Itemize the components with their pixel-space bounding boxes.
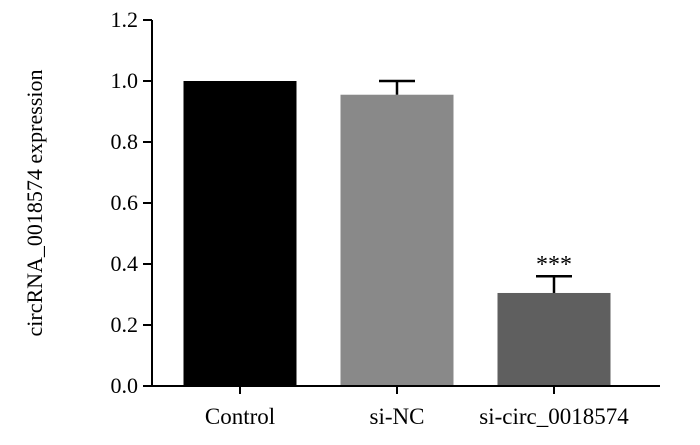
bar-si-circ-0018574 [497,292,611,386]
y-tick-label: 0.8 [111,129,139,154]
x-tick-label: Control [205,404,275,429]
x-tick-label: si-circ_0018574 [479,404,629,429]
y-tick-label: 1.0 [111,68,139,93]
y-axis: 0.0 0.2 0.4 0.6 0.8 1.0 1.2 [111,7,153,398]
bar-control [183,81,297,386]
bar-si-nc [340,94,454,386]
y-axis-title: circRNA_0018574 expression [22,69,47,336]
significance-label: *** [536,252,572,278]
y-tick-label: 0.0 [111,373,139,398]
y-tick-label: 0.6 [111,190,139,215]
x-tick-label: si-NC [370,404,425,429]
bars: *** [183,79,611,386]
y-tick-label: 0.4 [111,251,139,276]
x-axis: Control si-NC si-circ_0018574 [152,385,660,429]
y-tick-label: 0.2 [111,312,139,337]
y-tick-label: 1.2 [111,7,139,32]
